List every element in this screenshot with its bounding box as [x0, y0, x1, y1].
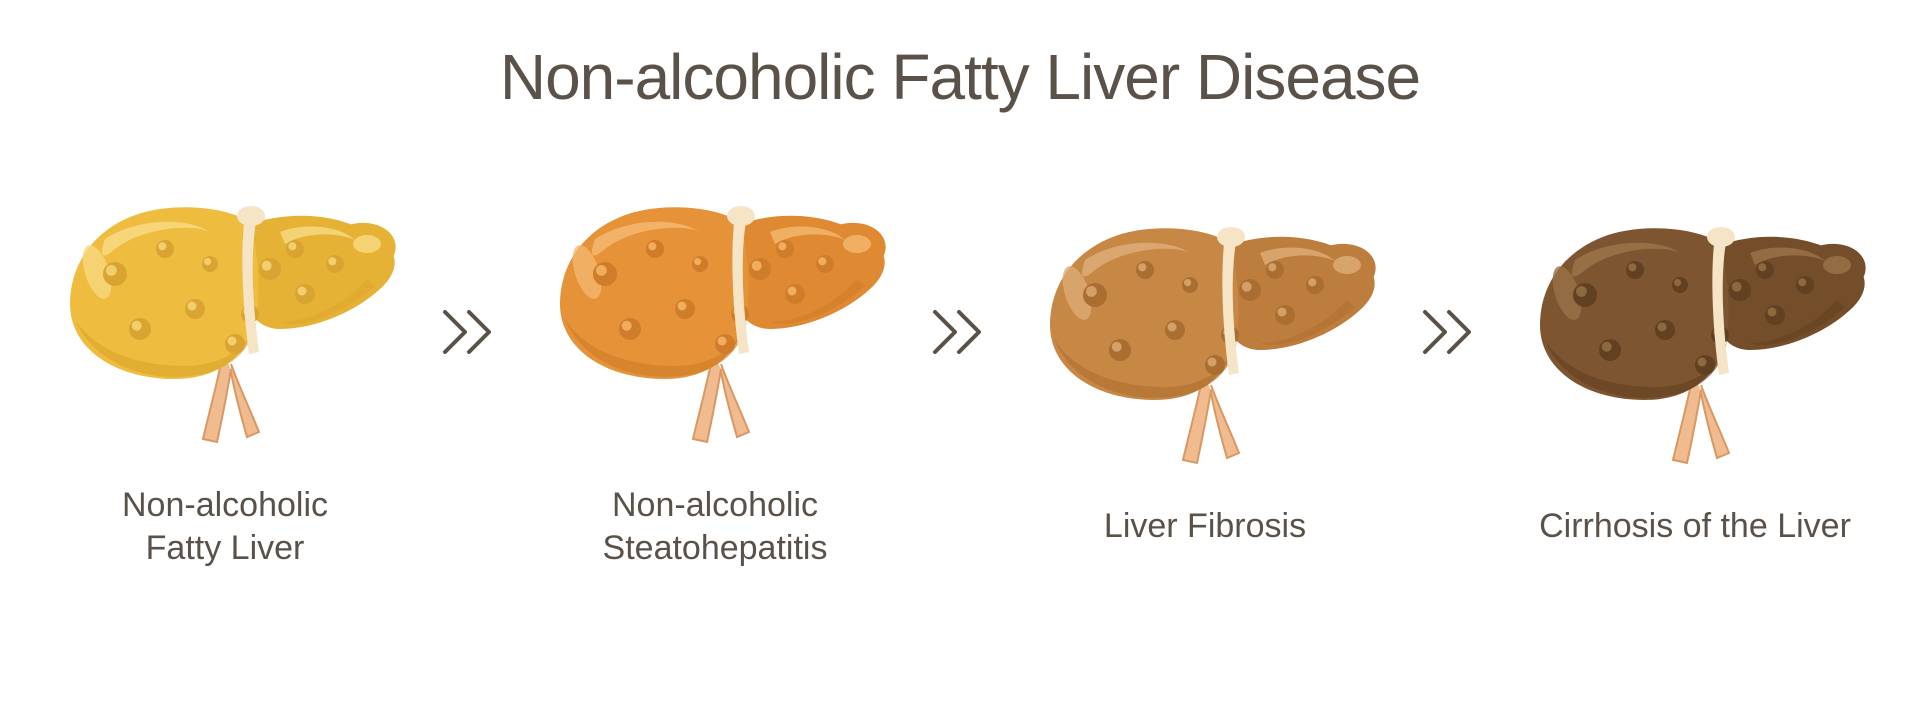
stage-cirrhosis: Cirrhosis of the Liver [1505, 175, 1885, 548]
stages-row: Non-alcoholic Fatty Liver [0, 154, 1920, 569]
stage-label: Non-alcoholic Fatty Liver [122, 484, 328, 569]
stage-fatty-liver: Non-alcoholic Fatty Liver [35, 154, 415, 569]
stage-fibrosis: Liver Fibrosis [1015, 175, 1395, 548]
progression-arrow-icon [435, 302, 505, 362]
liver-illustration [535, 154, 895, 454]
liver-illustration [1025, 175, 1385, 475]
progression-arrow-icon [1415, 302, 1485, 362]
page-title: Non-alcoholic Fatty Liver Disease [500, 40, 1420, 114]
stage-label: Liver Fibrosis [1104, 505, 1306, 548]
stage-label: Non-alcoholic Steatohepatitis [603, 484, 828, 569]
progression-arrow-icon [925, 302, 995, 362]
liver-illustration [1515, 175, 1875, 475]
liver-illustration [45, 154, 405, 454]
stage-label: Cirrhosis of the Liver [1539, 505, 1851, 548]
stage-steatohepatitis: Non-alcoholic Steatohepatitis [525, 154, 905, 569]
